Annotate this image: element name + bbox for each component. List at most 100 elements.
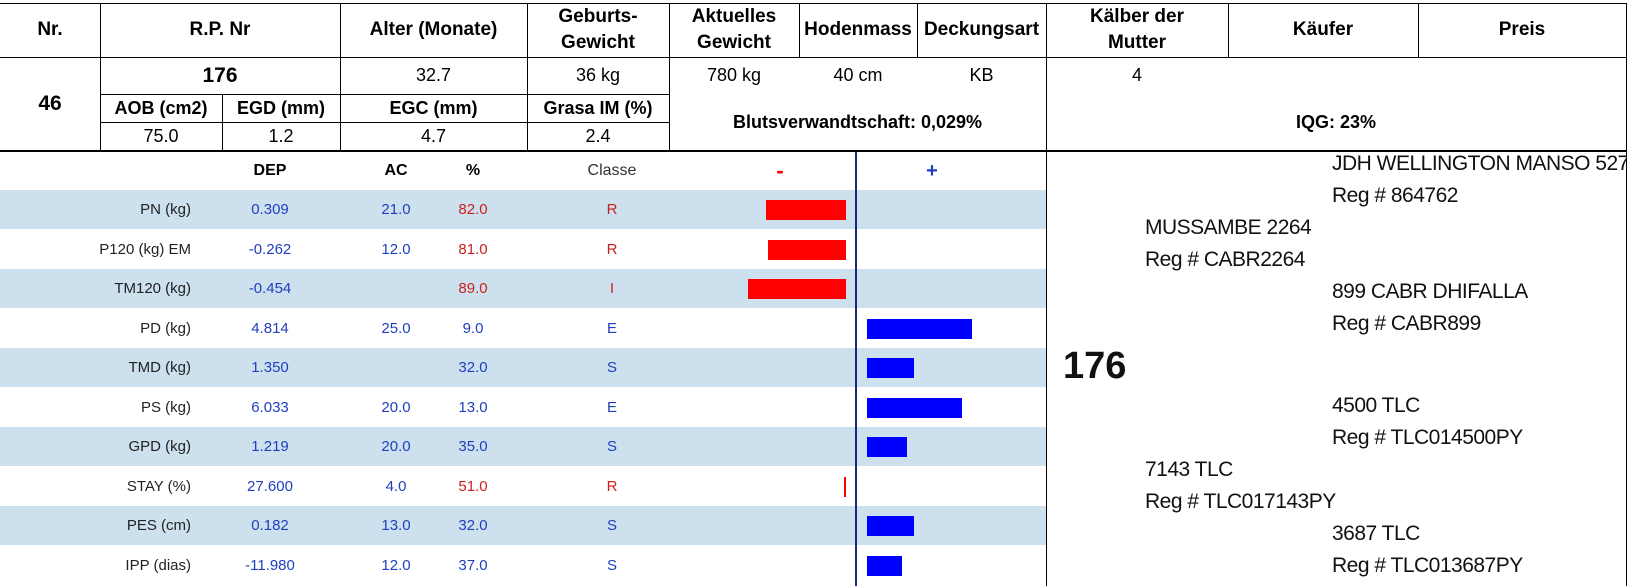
epd-bar <box>748 279 846 299</box>
epd-trait: PS (kg) <box>140 398 191 416</box>
epd-dep: 27.600 <box>247 477 293 495</box>
epd-classe: R <box>606 201 618 218</box>
epd-pct: 32.0 <box>458 517 488 534</box>
epd-row: PD (kg) 4.814 25.0 9.0 E <box>0 309 1046 348</box>
epd-trait: TMD (kg) <box>128 359 192 376</box>
sire-dam-name: 899 CABR DHIFALLA <box>1332 280 1528 303</box>
epd-bar <box>766 200 846 220</box>
grasa-label: Grasa IM (%) <box>543 97 653 118</box>
epd-header-pct: % <box>465 162 481 179</box>
epd-classe: S <box>606 517 617 534</box>
epd-classe: E <box>606 319 617 337</box>
epd-row: TM120 (kg) -0.454 89.0 I <box>0 269 1046 308</box>
epd-header-classe: Classe <box>587 162 637 179</box>
epd-trait: PD (kg) <box>140 319 191 337</box>
epd-trait: GPD (kg) <box>128 438 191 455</box>
epd-row: PS (kg) 6.033 20.0 13.0 E <box>0 388 1046 427</box>
sire-sire-name: JDH WELLINGTON MANSO 527/1 <box>1332 152 1627 175</box>
epd-pct: 37.0 <box>458 556 488 574</box>
header-breeding: Deckungsart <box>923 19 1040 40</box>
header-age: Alter (Monate) <box>369 19 498 40</box>
dam-reg: Reg # TLC017143PY <box>1145 490 1336 513</box>
header-price: Preis <box>1498 19 1546 40</box>
epd-ac: 20.0 <box>381 398 411 416</box>
animal-breeding: KB <box>969 65 994 85</box>
epd-bar <box>867 516 914 536</box>
epd-trait: STAY (%) <box>126 477 191 495</box>
epd-dep: 0.309 <box>251 201 289 218</box>
epd-pct: 81.0 <box>458 240 488 258</box>
epd-row: GPD (kg) 1.219 20.0 35.0 S <box>0 427 1046 466</box>
epd-pct: 9.0 <box>462 319 484 337</box>
header-buyer: Käufer <box>1292 19 1354 40</box>
epd-table: DEP AC % Classe - + PN (kg) 0.309 21.0 82.0… <box>0 152 1046 586</box>
epd-pct: 32.0 <box>458 359 488 376</box>
animal-rp: 176 <box>202 63 238 87</box>
epd-header-plus: + <box>926 160 938 182</box>
epd-header-minus: - <box>776 158 784 183</box>
animal-nr: 46 <box>38 91 62 115</box>
sire-dam-reg: Reg # CABR899 <box>1332 312 1481 335</box>
header-rp: R.P. Nr <box>189 19 251 40</box>
sire-sire-reg: Reg # 864762 <box>1332 184 1458 207</box>
epd-pct: 35.0 <box>458 438 488 455</box>
epd-bar <box>768 239 846 260</box>
egd-label: EGD (mm) <box>236 97 325 118</box>
epd-row: STAY (%) 27.600 4.0 51.0 R <box>0 467 1046 506</box>
animal-calves: 4 <box>1131 65 1142 85</box>
egc-label: EGC (mm) <box>389 97 478 118</box>
epd-dep: 0.182 <box>251 517 289 534</box>
epd-bar <box>867 358 914 378</box>
epd-ac: 12.0 <box>381 556 411 574</box>
egd-value: 1.2 <box>268 125 294 146</box>
header-birth-weight: Geburts- Gewicht <box>558 6 638 53</box>
epd-bar <box>867 397 962 418</box>
epd-trait: P120 (kg) EM <box>99 240 191 258</box>
epd-classe: I <box>609 280 615 297</box>
epd-header-dep: DEP <box>253 162 287 179</box>
pedigree-panel: JDH WELLINGTON MANSO 527/1 Reg # 864762 … <box>1046 152 1627 586</box>
epd-pct: 13.0 <box>458 398 488 416</box>
dam-sire-reg: Reg # TLC014500PY <box>1332 426 1523 449</box>
epd-bar <box>867 437 907 457</box>
epd-row: PES (cm) 0.182 13.0 32.0 S <box>0 506 1046 545</box>
epd-classe: R <box>606 240 618 258</box>
epd-bar <box>844 476 846 497</box>
epd-classe: S <box>606 556 617 574</box>
epd-classe: R <box>606 477 618 495</box>
grasa-value: 2.4 <box>585 125 611 146</box>
epd-pct: 51.0 <box>458 477 488 495</box>
pedigree-animal: 176 <box>1063 345 1127 387</box>
iqg-value: IQG: 23% <box>1295 111 1377 132</box>
epd-row: PN (kg) 0.309 21.0 82.0 R <box>0 190 1046 229</box>
header-current-weight: Aktuelles Gewicht <box>691 6 777 53</box>
epd-bar <box>867 318 972 339</box>
header-calves: Kälber der Mutter <box>1090 6 1184 53</box>
epd-dep: -0.262 <box>248 240 292 258</box>
epd-trait: PES (cm) <box>126 517 191 534</box>
dam-name: 7143 TLC <box>1145 458 1233 481</box>
animal-buyer <box>1228 57 1418 94</box>
epd-row: TMD (kg) 1.350 32.0 S <box>0 348 1046 387</box>
sire-name: MUSSAMBE 2264 <box>1145 216 1312 239</box>
epd-trait: PN (kg) <box>140 201 191 218</box>
epd-header-ac: AC <box>384 162 408 179</box>
animal-testicle: 40 cm <box>833 65 883 85</box>
epd-row: IPP (dias) -11.980 12.0 37.0 S <box>0 546 1046 585</box>
aob-label: AOB (cm2) <box>114 97 208 118</box>
epd-trait: TM120 (kg) <box>114 280 191 297</box>
header-testicle: Hodenmass <box>804 19 912 40</box>
epd-dep: -11.980 <box>245 556 295 574</box>
epd-ac: 4.0 <box>385 477 407 495</box>
epd-classe: S <box>606 359 617 376</box>
epd-bar <box>867 555 902 576</box>
epd-dep: 1.219 <box>251 438 289 455</box>
epd-dep: 1.350 <box>251 359 289 376</box>
animal-price <box>1418 57 1626 94</box>
epd-ac: 13.0 <box>381 517 411 534</box>
bar-axis <box>855 152 857 586</box>
epd-pct: 82.0 <box>458 201 488 218</box>
epd-classe: S <box>606 438 617 455</box>
header-nr: Nr. <box>37 19 63 40</box>
dam-dam-name: 3687 TLC <box>1332 522 1420 545</box>
